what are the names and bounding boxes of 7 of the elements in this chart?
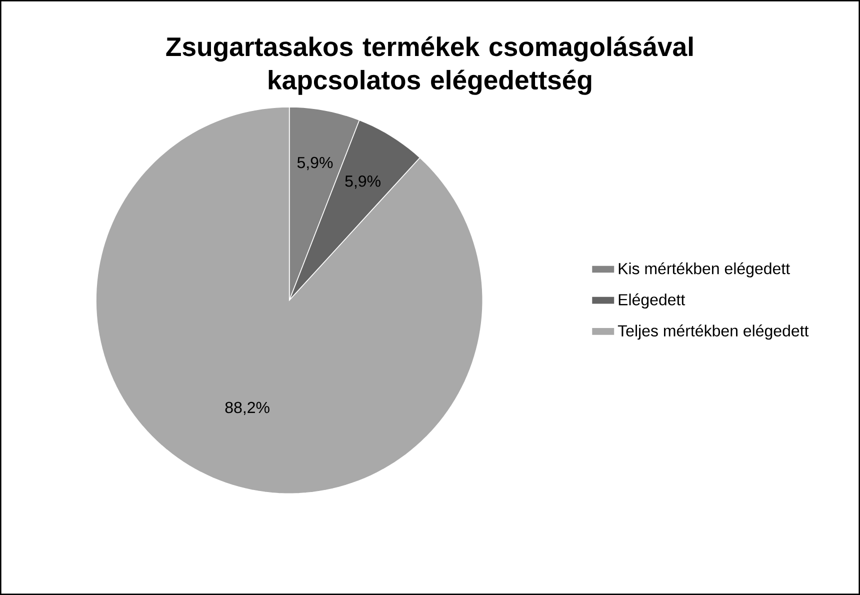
chart-title: Zsugartasakos termékek csomagolásával kapcsolatos elégedettség: [166, 36, 693, 95]
legend-label: Teljes mértékben elégedett: [618, 324, 809, 340]
data-label: 88,2%: [225, 402, 270, 416]
legend-label: Kis mértékben elégedett: [618, 262, 790, 278]
data-label: 5,9%: [345, 175, 380, 189]
legend-label: Elégedett: [618, 293, 686, 309]
data-label: 5,9%: [297, 156, 333, 170]
